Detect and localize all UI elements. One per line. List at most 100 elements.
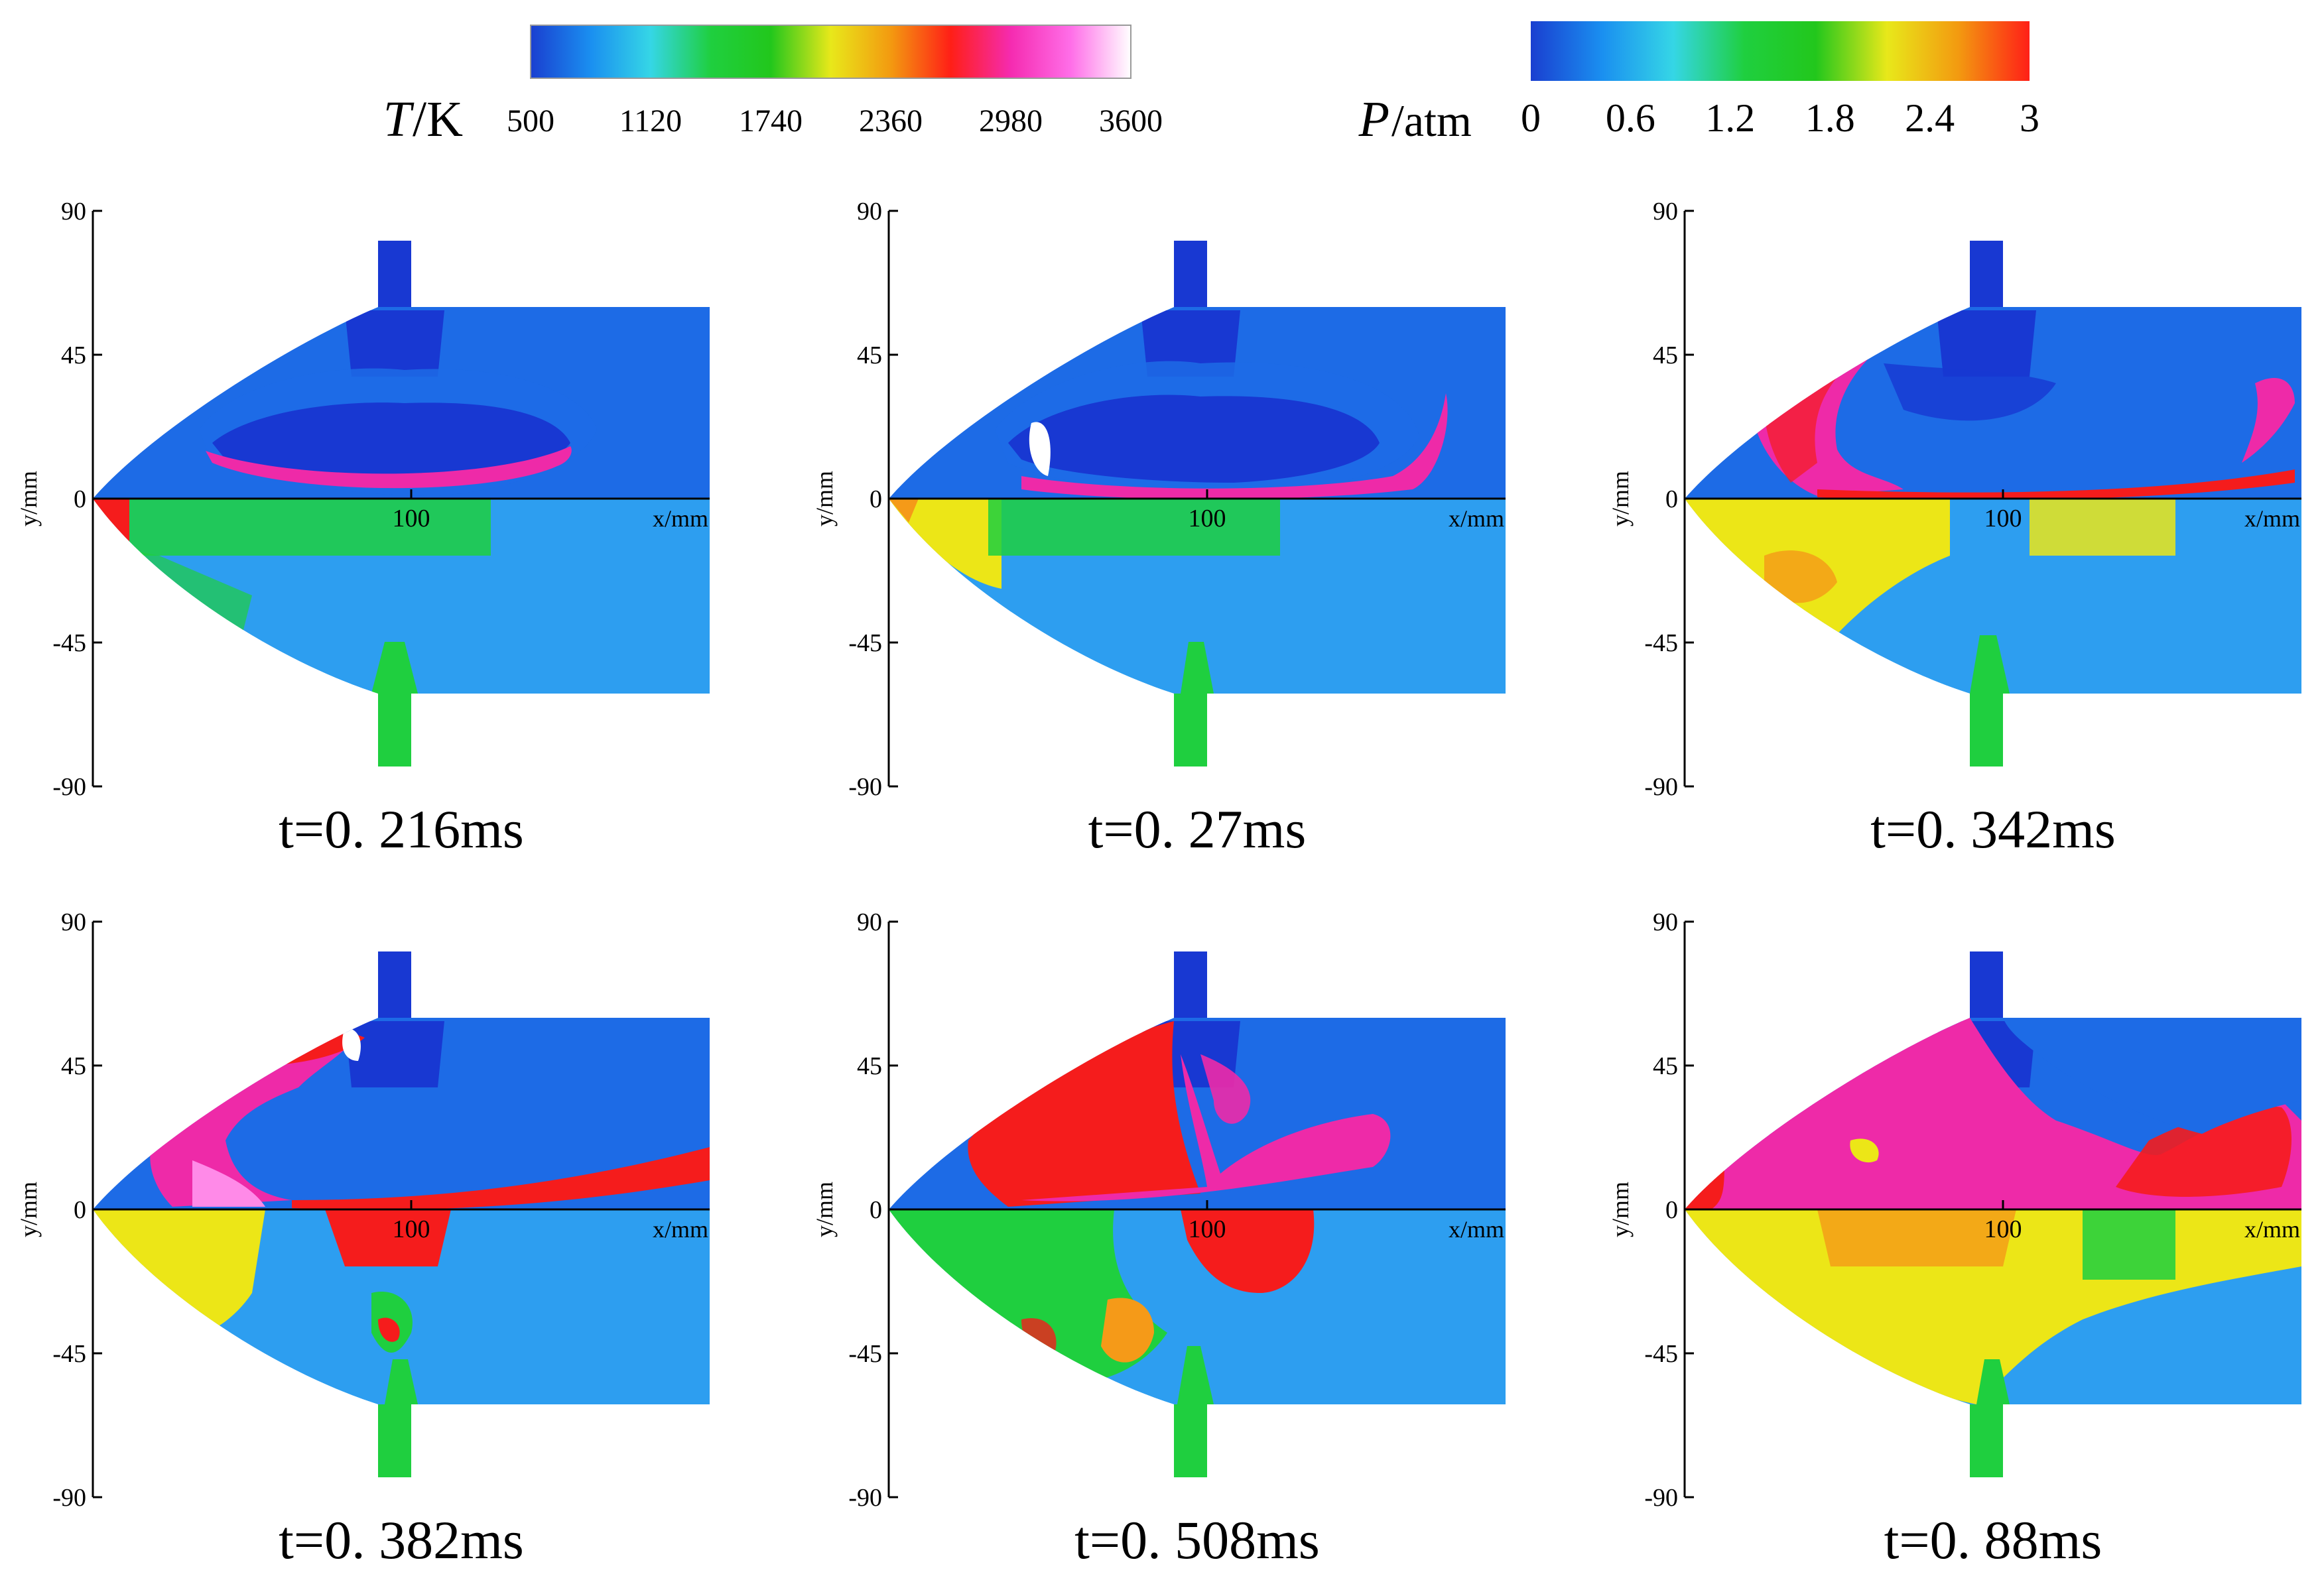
x-tick-label: 100 <box>1984 1215 2022 1243</box>
time-caption: t=0. 508ms <box>1074 1510 1320 1570</box>
flow-region <box>385 1359 418 1404</box>
x-axis-label: x/mm <box>653 505 708 532</box>
flow-region <box>1029 422 1051 476</box>
y-tick-label: 45 <box>857 1052 882 1080</box>
jet-core <box>345 310 444 377</box>
x-tick-label: 100 <box>393 1215 430 1243</box>
flow-region <box>1976 1359 2010 1404</box>
flow-region <box>1021 1054 1391 1201</box>
x-axis-label: x/mm <box>1449 505 1504 532</box>
y-tick-label: 45 <box>61 1052 86 1080</box>
y-tick-label: -45 <box>848 1340 882 1368</box>
y-tick-label: -90 <box>52 1484 86 1512</box>
panel-4: 90 45 0 -45 -90 100 x/mm y/mm t=0. 382ms <box>15 908 710 1570</box>
x-tick-label: 100 <box>1984 505 2022 532</box>
flow-region <box>2003 1018 2301 1134</box>
y-tick-label: -90 <box>1644 1484 1678 1512</box>
y-tick-label: -45 <box>52 629 86 657</box>
pressure-tick-label: 0 <box>1521 96 1541 140</box>
temperature-field <box>93 241 710 499</box>
flow-region <box>93 499 129 546</box>
temperature-field <box>93 951 710 1209</box>
flow-region <box>1970 635 2010 694</box>
y-tick-label: -45 <box>1644 1340 1678 1368</box>
flow-region <box>1817 469 2295 499</box>
x-axis-label: x/mm <box>2244 505 2300 532</box>
outlet-nozzle <box>378 694 411 766</box>
pressure-tick-label: 0.6 <box>1606 96 1655 140</box>
y-tick-label: 0 <box>74 1196 86 1224</box>
y-tick-label: 45 <box>1653 341 1678 369</box>
temperature-legend-unit: /K <box>413 92 463 147</box>
x-axis-label: x/mm <box>1449 1216 1504 1243</box>
pressure-field <box>93 1209 710 1404</box>
y-tick-label: -90 <box>848 773 882 801</box>
y-axis-label: y/mm <box>15 1182 42 1237</box>
time-caption: t=0. 27ms <box>1088 799 1307 859</box>
flow-region <box>325 1209 451 1266</box>
flow-region <box>1685 1157 1724 1209</box>
pressure-tick-label: 3 <box>2020 96 2039 140</box>
flow-region <box>1008 395 1380 483</box>
temperature-tick-label: 2980 <box>979 103 1043 139</box>
temperature-field <box>1685 951 2301 1209</box>
temperature-tick-label: 1740 <box>739 103 803 139</box>
y-tick-label: 45 <box>857 341 882 369</box>
y-axis-label: y/mm <box>811 1182 838 1237</box>
flow-region <box>889 499 919 522</box>
panel-5: 90 45 0 -45 -90 100 x/mm y/mm t=0. 508ms <box>811 908 1506 1570</box>
temperature-tick-label: 2360 <box>859 103 923 139</box>
y-tick-label: -45 <box>1644 629 1678 657</box>
x-tick-label: 100 <box>1189 1215 1226 1243</box>
flow-region <box>1884 363 2056 421</box>
inlet-nozzle <box>378 241 411 307</box>
temperature-legend-symbol: T <box>383 92 415 147</box>
flow-region <box>1101 1298 1154 1363</box>
temperature-tick-label: 3600 <box>1099 103 1163 139</box>
flow-region <box>889 1209 1167 1384</box>
flow-region <box>1200 1054 1251 1124</box>
temperature-tick-labels: 500 1120 1740 2360 2980 3600 <box>507 103 1163 139</box>
pressure-tick-labels: 0 0.6 1.2 1.8 2.4 3 <box>1521 96 2039 140</box>
pressure-tick-label: 1.8 <box>1805 96 1855 140</box>
y-axis-label: y/mm <box>1607 471 1634 526</box>
inlet-nozzle <box>1970 951 2003 1018</box>
outlet-nozzle <box>1174 1404 1207 1477</box>
pressure-legend: P /atm 0 0.6 1.2 1.8 2.4 3 <box>1358 21 2039 147</box>
y-tick-label: -90 <box>848 1484 882 1512</box>
flow-region <box>192 1160 265 1207</box>
y-tick-label: 90 <box>61 198 86 225</box>
jet-core <box>1937 310 2036 377</box>
flow-region <box>1817 1209 2016 1266</box>
flow-region <box>1764 550 1837 603</box>
y-axis-label: y/mm <box>1607 1182 1634 1237</box>
panel-grid: 90 45 0 -45 -90 100 x/mm y/mm t=0. 216ms 90 45 0 -45… <box>15 198 2301 1570</box>
flow-region <box>212 402 570 479</box>
temperature-legend: T /K 500 1120 1740 2360 2980 3600 <box>383 25 1163 147</box>
flow-region <box>371 642 418 694</box>
flow-region <box>889 499 1001 589</box>
panel-2: 90 45 0 -45 -90 100 x/mm y/mm t=0. 27ms <box>811 198 1506 859</box>
y-tick-label: 45 <box>1653 1052 1678 1080</box>
flow-region <box>1181 1209 1315 1293</box>
y-tick-label: 45 <box>61 341 86 369</box>
y-tick-label: 0 <box>1665 1196 1678 1224</box>
x-axis-label: x/mm <box>653 1216 708 1243</box>
temperature-field <box>1685 241 2301 499</box>
flow-region <box>1177 1346 1214 1404</box>
y-tick-label: 90 <box>1653 198 1678 225</box>
flow-region <box>292 1147 710 1209</box>
pressure-tick-label: 2.4 <box>1905 96 1955 140</box>
time-caption: t=0. 88ms <box>1884 1510 2102 1570</box>
outlet-nozzle <box>1970 694 2003 766</box>
pressure-legend-unit: /atm <box>1391 95 1472 146</box>
y-tick-label: -45 <box>52 1340 86 1368</box>
pressure-tick-label: 1.2 <box>1705 96 1755 140</box>
y-tick-label: -90 <box>52 773 86 801</box>
flow-region <box>378 1317 400 1342</box>
flow-region <box>206 446 572 489</box>
outlet-nozzle <box>1970 1404 2003 1477</box>
time-caption: t=0. 342ms <box>1870 799 2116 859</box>
y-tick-label: 90 <box>857 908 882 936</box>
